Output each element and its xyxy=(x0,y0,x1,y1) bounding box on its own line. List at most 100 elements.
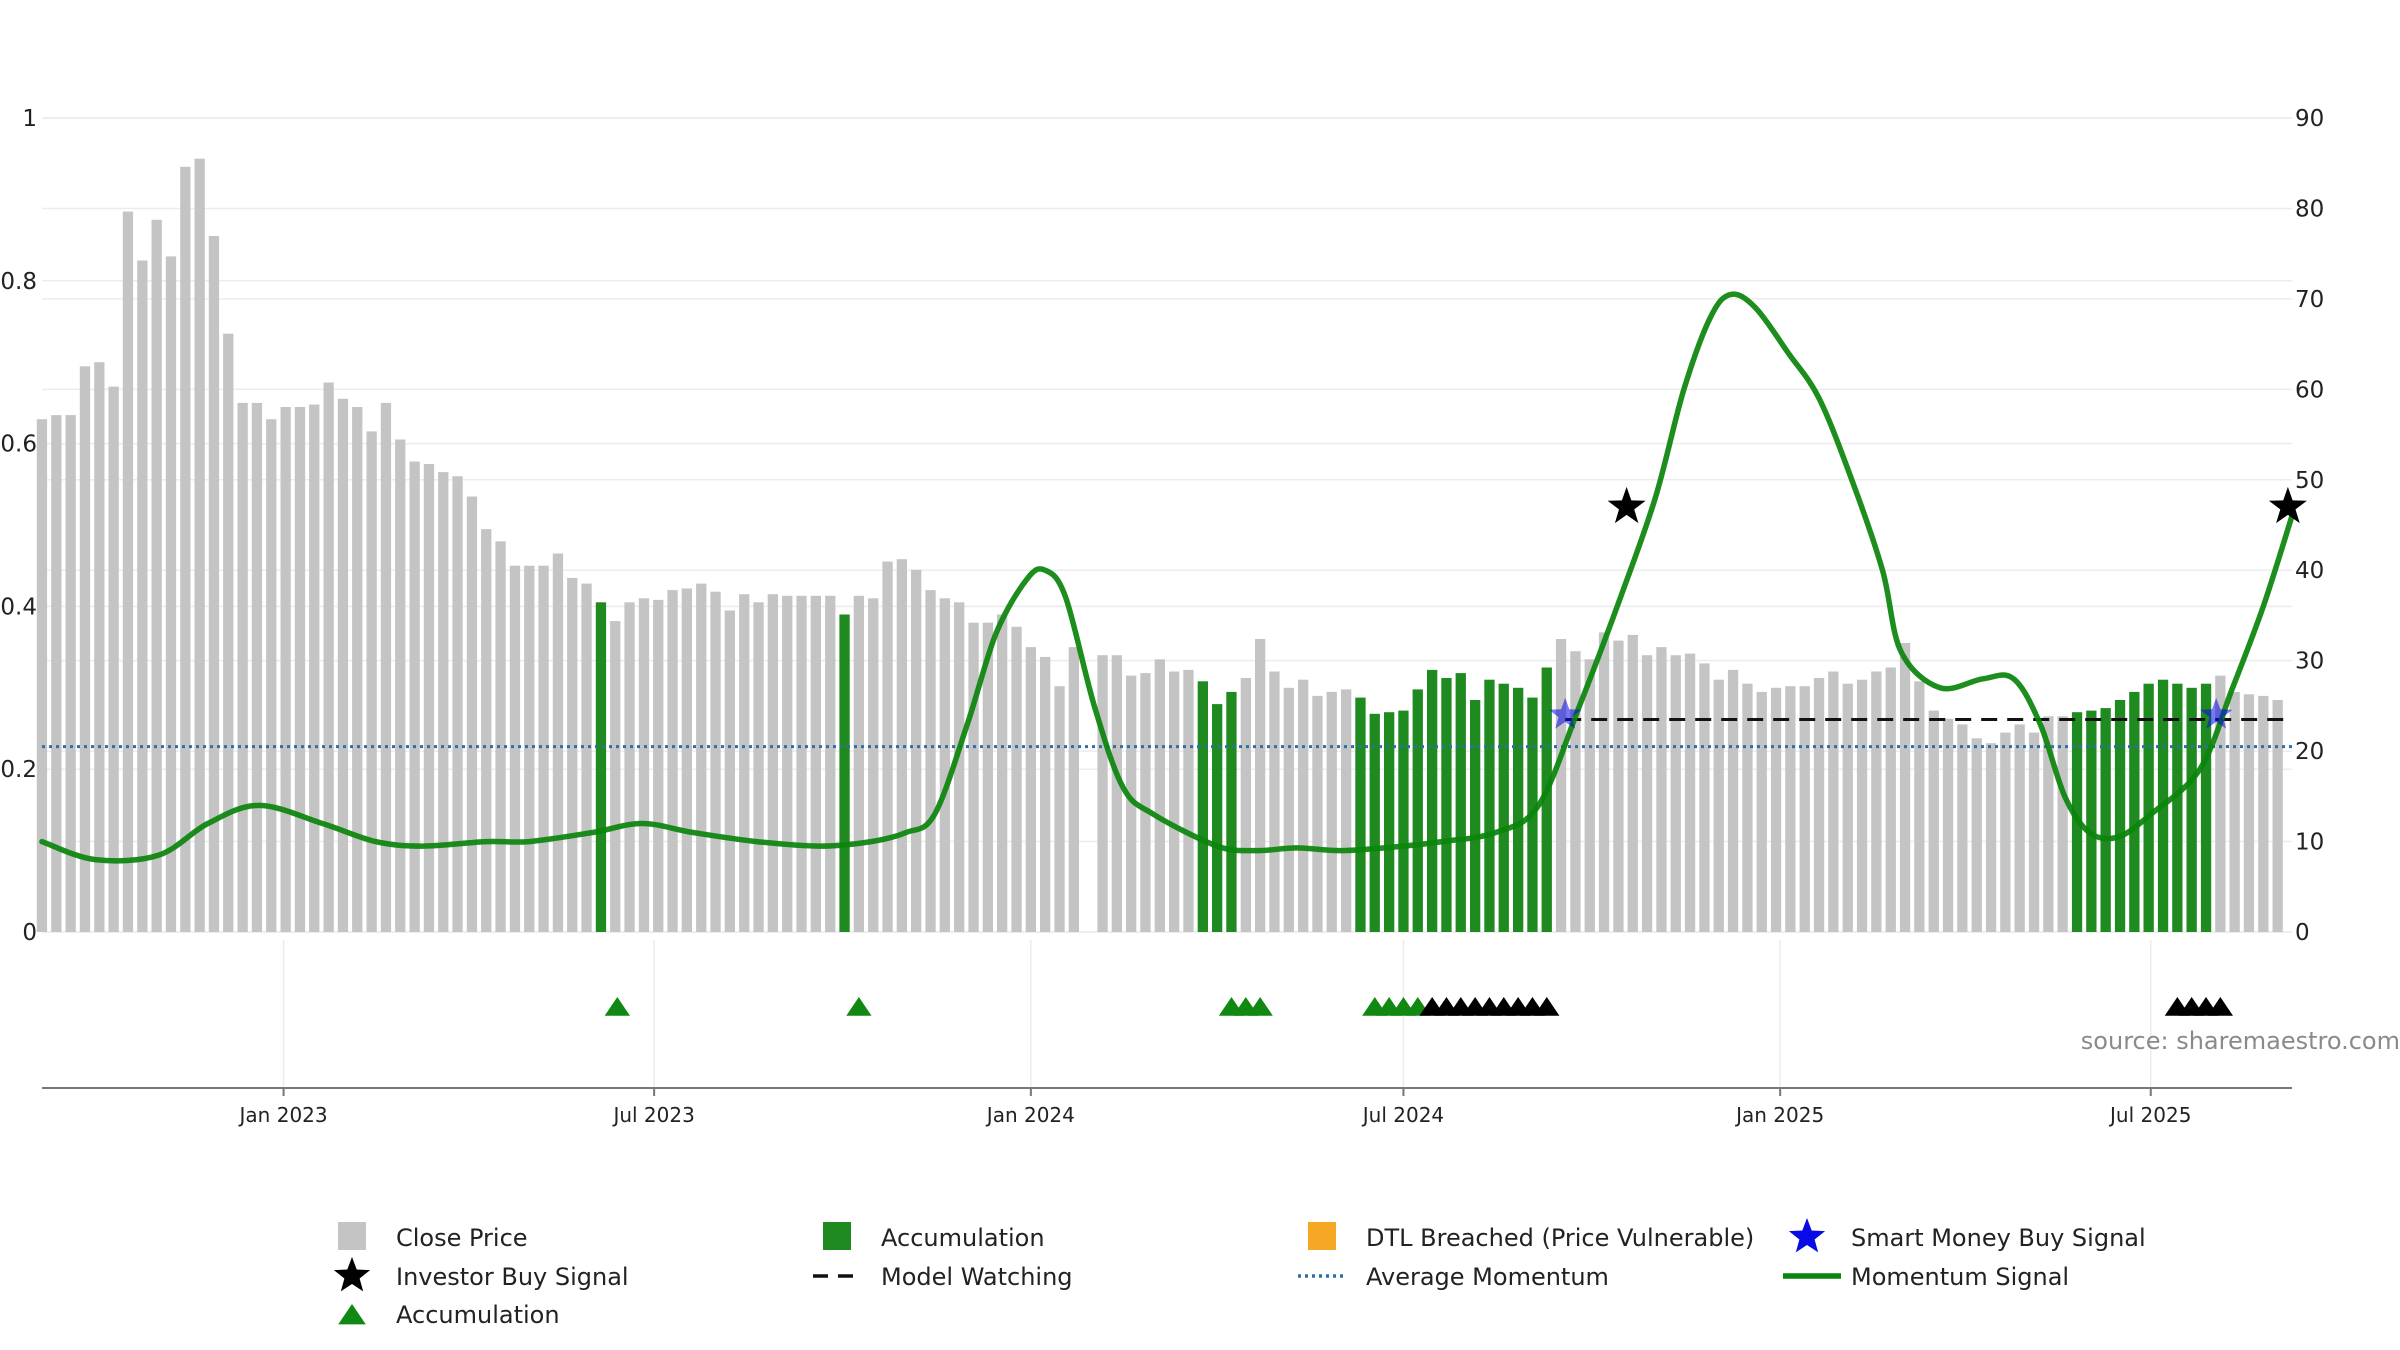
accumulation-bar xyxy=(1212,704,1223,932)
smart-money-star-icon xyxy=(1788,1218,1826,1253)
close-price-bar xyxy=(1312,695,1323,932)
legend-label: Close Price xyxy=(396,1224,528,1252)
close-price-bar xyxy=(581,583,592,932)
accumulation-bar xyxy=(2114,700,2126,932)
close-price-bar xyxy=(1240,678,1251,932)
close-price-bar xyxy=(180,166,191,933)
accumulation-bar xyxy=(2129,691,2140,932)
close-price-bar xyxy=(2229,691,2240,932)
legend-label: DTL Breached (Price Vulnerable) xyxy=(1366,1224,1754,1252)
dtl-swatch-icon xyxy=(1308,1222,1336,1250)
accumulation-swatch-icon xyxy=(823,1222,851,1250)
close-price-bar xyxy=(1025,647,1036,932)
close-price-bar xyxy=(1928,710,1939,932)
close-price-bar xyxy=(2000,732,2011,932)
close-price-bar xyxy=(1255,639,1266,932)
close-price-bar xyxy=(1326,691,1337,932)
close-price-bar xyxy=(481,529,492,932)
close-price-bar xyxy=(509,565,521,932)
close-price-bar xyxy=(337,398,349,932)
accumulation-bar xyxy=(1384,712,1395,932)
legend-item-watching: Model Watching xyxy=(813,1263,1073,1291)
close-price-bar xyxy=(1770,687,1782,932)
close-price-bar xyxy=(395,439,406,932)
investor-buy-star-icon xyxy=(333,1257,371,1292)
accumulation-bar xyxy=(1455,673,1466,932)
close-price-bar xyxy=(51,415,62,933)
close-price-bar xyxy=(1971,738,1982,932)
close-price-bar xyxy=(94,362,105,932)
accumulation-bar xyxy=(1226,691,1237,932)
close-price-bar xyxy=(409,461,420,932)
close-price-bar xyxy=(1140,673,1151,932)
close-price-bar xyxy=(1885,667,1896,932)
close-price-bar xyxy=(925,590,936,932)
close-price-bar xyxy=(1269,671,1280,932)
close-price-bar xyxy=(1126,675,1137,932)
close-price-bar xyxy=(767,594,778,932)
close-price-bar xyxy=(237,402,248,932)
close-price-bar xyxy=(1111,655,1122,932)
accumulation-bar xyxy=(2186,687,2197,932)
accumulation-bar xyxy=(1412,689,1423,932)
close-price-bar xyxy=(1040,656,1051,932)
close-price-bar xyxy=(954,602,965,932)
close-price-bar xyxy=(423,464,435,932)
legend-item-close: Close Price xyxy=(338,1222,528,1252)
close-price-bar xyxy=(1584,659,1595,932)
accumulation-triangle-icon xyxy=(338,1304,366,1325)
close-price-bar xyxy=(1785,686,1796,932)
close-price-bar xyxy=(896,559,907,932)
left-tick-label: 0.2 xyxy=(0,757,37,783)
legend-label: Accumulation xyxy=(881,1224,1045,1252)
smart-money-star-icon xyxy=(2200,697,2233,729)
close-price-bar xyxy=(1942,718,1954,932)
close-price-bar xyxy=(352,407,363,932)
legend-label: Smart Money Buy Signal xyxy=(1851,1224,2146,1252)
accumulation-bar xyxy=(2200,683,2212,932)
investor-buy-star-icon xyxy=(1607,486,1646,524)
close-price-bar xyxy=(452,476,463,932)
close-price-bar xyxy=(208,236,220,932)
legend-item-momentum: Momentum Signal xyxy=(1783,1263,2069,1291)
close-price-bar xyxy=(1341,689,1352,932)
close-price-bar xyxy=(997,614,1008,932)
accumulation-bar xyxy=(1484,679,1495,932)
close-price-bar xyxy=(681,588,692,932)
close-price-bar xyxy=(36,419,48,932)
close-price-bar xyxy=(667,590,678,932)
close-price-bar xyxy=(753,602,764,932)
accumulation-bar xyxy=(1441,678,1452,932)
close-price-bar xyxy=(1713,679,1724,932)
close-price-bar xyxy=(2258,695,2269,932)
close-price-bar xyxy=(1957,724,1968,932)
close-price-swatch-icon xyxy=(338,1222,366,1250)
close-price-bar xyxy=(1555,639,1567,932)
close-price-bar xyxy=(1097,655,1108,932)
investor-buy-triangle-icon xyxy=(2207,997,2233,1016)
close-price-bar xyxy=(1684,653,1696,932)
accumulation-bar xyxy=(1498,683,1509,932)
close-price-bar xyxy=(911,569,922,932)
close-price-bar xyxy=(1169,671,1180,932)
close-price-bar xyxy=(1742,683,1753,932)
legend-item-investor: Investor Buy Signal xyxy=(333,1257,629,1292)
left-tick-label: 0.8 xyxy=(0,269,37,295)
close-price-bar xyxy=(724,610,735,932)
signal-markers xyxy=(604,486,2307,1016)
investor-buy-star-icon xyxy=(2268,486,2307,524)
close-price-bars xyxy=(36,158,2283,933)
close-price-bar xyxy=(552,553,564,932)
close-price-bar xyxy=(1183,669,1194,932)
close-price-bar xyxy=(380,402,392,932)
close-price-bar xyxy=(194,158,205,932)
close-price-bar xyxy=(2043,716,2054,932)
legend-item-dtl: DTL Breached (Price Vulnerable) xyxy=(1308,1222,1754,1252)
accumulation-triangle-icon xyxy=(604,997,630,1016)
x-tick-label: Jan 2024 xyxy=(985,1103,1075,1127)
close-price-bar xyxy=(882,561,893,932)
close-price-bar xyxy=(1613,640,1624,932)
close-price-bar xyxy=(366,431,377,932)
left-tick-label: 1 xyxy=(22,106,37,132)
close-price-bar xyxy=(1670,655,1681,932)
